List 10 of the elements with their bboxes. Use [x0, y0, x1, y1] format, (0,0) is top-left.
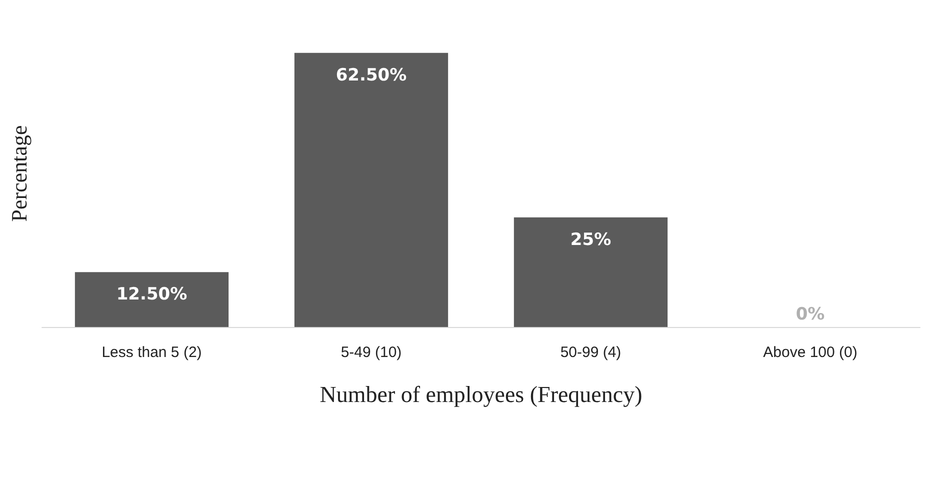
x-tick-label: 50-99 (4) — [560, 344, 622, 361]
x-axis-title: Number of employees (Frequency) — [320, 382, 642, 407]
data-label: 0% — [796, 304, 825, 324]
data-label: 25% — [570, 230, 612, 250]
x-tick-label: 5-49 (10) — [340, 344, 402, 361]
y-axis-title: Percentage — [6, 125, 32, 222]
x-tick-label: Above 100 (0) — [763, 344, 858, 361]
data-label: 62.50% — [336, 65, 407, 86]
data-label: 12.50% — [116, 284, 188, 305]
x-tick-label: Less than 5 (2) — [102, 344, 202, 361]
